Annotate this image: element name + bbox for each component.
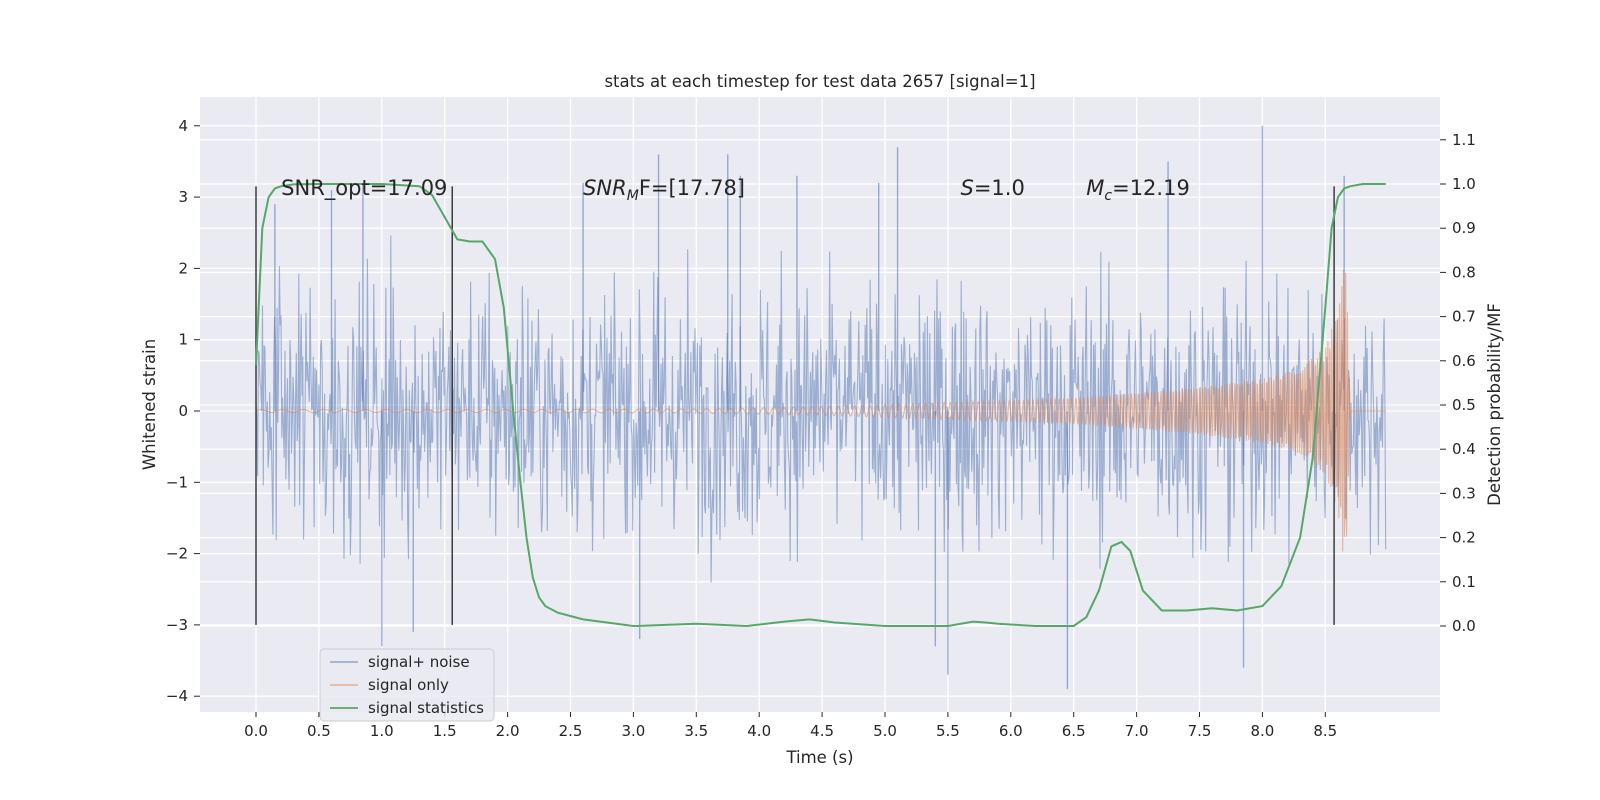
- y2-tick-label: 1.1: [1452, 131, 1476, 149]
- annotation-mc-sub: c: [1104, 188, 1112, 204]
- y2-tick-label: 0.7: [1452, 308, 1476, 326]
- series-signal-noise: [255, 125, 1387, 690]
- y-tick-label: −4: [166, 687, 188, 705]
- x-tick-label: 3.0: [621, 722, 645, 740]
- x-tick-label: 6.0: [999, 722, 1023, 740]
- y-tick-label: −1: [166, 473, 188, 491]
- y-tick-label: 1: [178, 331, 188, 349]
- y-tick-label: 3: [178, 188, 188, 206]
- x-tick-label: 5.0: [873, 722, 897, 740]
- y2-axis-label: Detection probability/MF: [1485, 303, 1504, 506]
- y2-tick-label: 0.9: [1452, 219, 1476, 237]
- y-tick-label: 0: [178, 402, 188, 420]
- series-signal-only: [255, 269, 1386, 552]
- y2-tick-label: 0.8: [1452, 263, 1476, 281]
- y2-tick-label: 0.2: [1452, 529, 1476, 547]
- x-tick-label: 0.5: [307, 722, 331, 740]
- chart-title: stats at each timestep for test data 265…: [604, 72, 1035, 91]
- x-axis-ticks: 0.0 0.5 1.0 1.5 2.0 2.5 3.0 3.5 4.0 4.5 5.0 5.5 6.0 6…: [244, 712, 1337, 740]
- x-tick-label: 2.0: [496, 722, 520, 740]
- annotation-mc-main: M: [1086, 176, 1104, 200]
- annotation-snr-mf: SNRMF=[17.78]: [583, 176, 745, 204]
- noise-trace: [255, 235, 1387, 583]
- y2-tick-label: 0.5: [1452, 396, 1476, 414]
- x-tick-label: 5.5: [936, 722, 960, 740]
- x-tick-label: 8.0: [1250, 722, 1274, 740]
- annotation-snr-mf-sub: M: [627, 188, 639, 204]
- y-tick-label: −3: [166, 616, 188, 634]
- x-tick-label: 1.5: [433, 722, 457, 740]
- annotation-s-rest: =1.0: [974, 176, 1025, 200]
- signal-statistics-line: [255, 183, 1386, 628]
- y2-tick-label: 1.0: [1452, 175, 1476, 193]
- y2-tick-label: 0.4: [1452, 440, 1476, 458]
- legend-label-signal-statistics: signal statistics: [368, 699, 484, 717]
- y2-tick-label: 0.0: [1452, 617, 1476, 635]
- y2-tick-label: 0.6: [1452, 352, 1476, 370]
- x-tick-label: 1.0: [370, 722, 394, 740]
- annotation-s-main: S: [960, 176, 973, 200]
- annotation-snr-mf-main: SNR: [583, 176, 627, 200]
- legend: signal+ noise signal only signal statist…: [319, 648, 495, 722]
- legend-label-signal-only: signal only: [368, 676, 449, 694]
- y-axis-ticks: −4 −3 −2 −1 0 1 2 3 4: [166, 117, 200, 705]
- x-axis-label: Time (s): [785, 748, 853, 767]
- y-tick-label: 4: [178, 117, 188, 135]
- x-tick-label: 4.5: [810, 722, 834, 740]
- y2-axis-ticks: 0.0 0.1 0.2 0.3 0.4 0.5 0.6 0.7 0.8 0.9 1.0 1.1: [1440, 131, 1476, 635]
- legend-label-signal-noise: signal+ noise: [368, 653, 470, 671]
- annotation-snr-mf-rest: F=[17.78]: [639, 176, 745, 200]
- vertical-markers: [255, 186, 1335, 625]
- signal-only-trace: [255, 269, 1386, 552]
- annotation-mc: Mc=12.19: [1086, 176, 1190, 204]
- y-tick-label: −2: [166, 545, 188, 563]
- annotation-mc-rest: =12.19: [1112, 176, 1190, 200]
- x-tick-label: 8.5: [1313, 722, 1337, 740]
- y-tick-label: 2: [178, 259, 188, 277]
- annotation-snr-opt: SNR_opt=17.09: [281, 176, 447, 201]
- legend-box: [319, 648, 495, 722]
- x-tick-label: 0.0: [244, 722, 268, 740]
- annotation-s: S=1.0: [960, 176, 1024, 200]
- y-axis-label: Whitened strain: [140, 339, 159, 470]
- x-tick-label: 7.0: [1125, 722, 1149, 740]
- x-tick-label: 6.5: [1062, 722, 1086, 740]
- series-signal-statistics: [255, 183, 1386, 628]
- x-tick-label: 7.5: [1188, 722, 1212, 740]
- x-tick-label: 2.5: [559, 722, 583, 740]
- x-tick-label: 3.5: [684, 722, 708, 740]
- x-tick-label: 4.0: [747, 722, 771, 740]
- y2-tick-label: 0.1: [1452, 573, 1476, 591]
- y2-tick-label: 0.3: [1452, 484, 1476, 502]
